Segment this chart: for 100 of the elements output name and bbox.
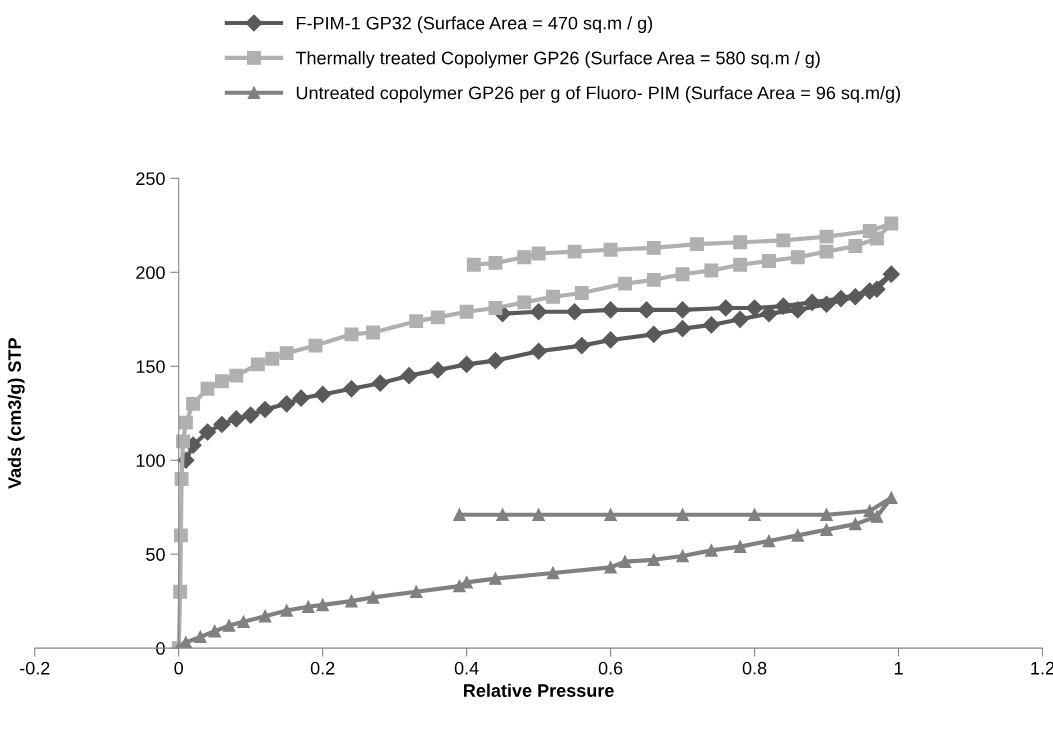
point (345, 594, 358, 608)
point (194, 630, 207, 644)
point (214, 374, 229, 389)
point (486, 352, 504, 370)
point (250, 357, 265, 372)
point (819, 229, 834, 244)
point (208, 624, 221, 638)
point (489, 572, 502, 585)
point (748, 508, 761, 521)
point (176, 434, 190, 449)
point (174, 472, 189, 486)
x-tick-label: 1 (894, 661, 903, 675)
point (882, 265, 900, 283)
point (292, 389, 310, 407)
y-tick-label: 200 (136, 266, 165, 280)
point (760, 305, 778, 323)
point (453, 508, 466, 521)
point (733, 540, 747, 553)
point (409, 314, 424, 329)
point (884, 216, 899, 231)
point (530, 342, 548, 360)
point (676, 549, 689, 563)
point (731, 310, 749, 328)
point (846, 288, 864, 306)
y-axis-title: Vads (cm3/g) STP (7, 338, 25, 489)
point (676, 508, 689, 521)
point (602, 301, 620, 319)
point (789, 301, 807, 319)
point (849, 517, 862, 531)
point (690, 237, 704, 252)
point (532, 508, 545, 521)
point (400, 367, 418, 385)
point (604, 561, 617, 574)
y-tick-label: 250 (136, 172, 165, 186)
point (200, 381, 215, 396)
point (603, 242, 618, 257)
point (819, 244, 834, 259)
x-tick-label: 0.8 (742, 661, 767, 675)
point (466, 257, 481, 272)
point (409, 585, 423, 599)
point (342, 380, 361, 398)
point (674, 301, 692, 319)
point (647, 553, 661, 567)
legend-label: Thermally treated Copolymer GP26 (Surface Area = 580 sq.m / g) (295, 51, 820, 68)
point (531, 246, 546, 261)
x-axis-title: Relative Pressure (464, 683, 614, 697)
point (645, 325, 663, 343)
point (278, 395, 296, 413)
point (790, 250, 805, 265)
point (488, 255, 503, 270)
point (704, 263, 719, 278)
point (242, 406, 260, 424)
point (546, 566, 560, 580)
point (776, 233, 791, 248)
point (258, 609, 272, 623)
y-tick-label: 150 (136, 360, 165, 373)
point (863, 504, 876, 518)
point (638, 301, 656, 319)
x-tick-label: 0 (174, 661, 184, 675)
point (885, 491, 898, 505)
point (496, 508, 509, 521)
point (566, 303, 584, 321)
point (567, 244, 582, 259)
point (702, 316, 720, 334)
point (371, 374, 389, 392)
point (733, 235, 748, 250)
point (366, 325, 381, 340)
point (573, 337, 591, 355)
point (862, 224, 877, 238)
point (429, 361, 447, 379)
point (604, 508, 617, 521)
point (820, 508, 833, 521)
point (832, 290, 850, 308)
point (848, 239, 863, 253)
point (314, 385, 332, 404)
point (459, 304, 474, 319)
point (213, 415, 231, 434)
point (820, 523, 833, 536)
point (762, 254, 776, 268)
point (344, 327, 359, 342)
point (302, 600, 315, 614)
point (530, 303, 548, 321)
point (316, 598, 329, 612)
point (674, 320, 692, 338)
point (279, 346, 294, 361)
point (198, 423, 217, 441)
point (488, 301, 503, 315)
point (675, 267, 690, 282)
point (618, 555, 632, 568)
point (280, 604, 293, 617)
point (646, 272, 661, 287)
point (229, 368, 244, 383)
point (618, 276, 632, 291)
point (870, 510, 884, 523)
point (222, 619, 236, 632)
point (265, 351, 280, 366)
point (366, 591, 380, 604)
point (237, 615, 250, 629)
point (227, 410, 245, 428)
legend-label: Untreated copolymer GP26 per g of Fluoro- PIM (Surface Area = 96 sq.m/g) (296, 86, 900, 103)
